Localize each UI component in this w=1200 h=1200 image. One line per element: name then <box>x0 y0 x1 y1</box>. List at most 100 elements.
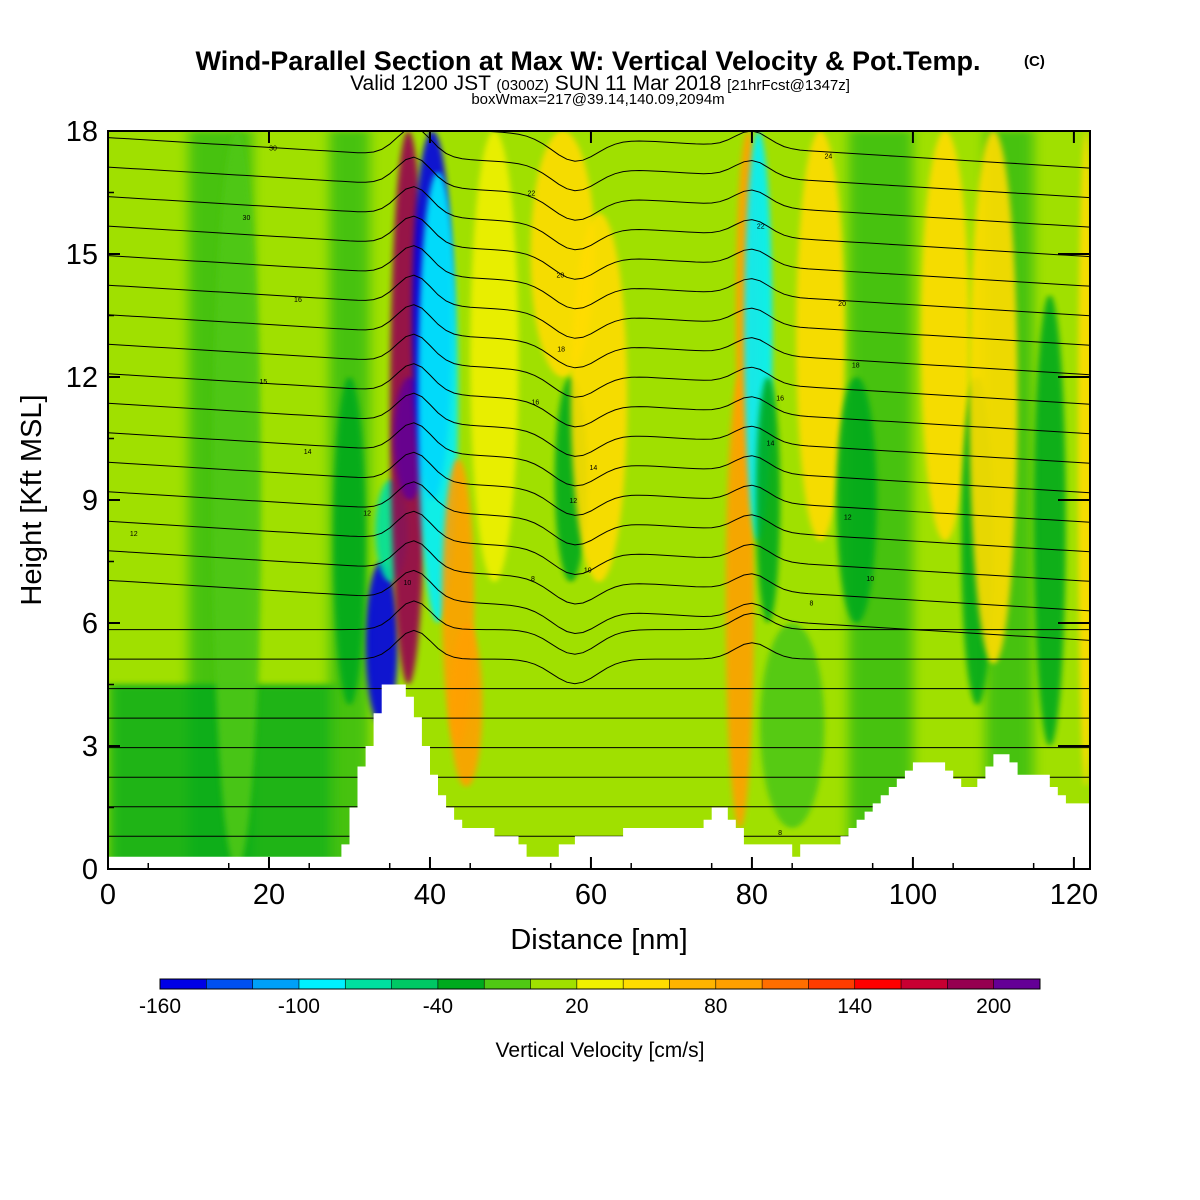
x-axis: 0 20 40 60 80 100 120 <box>100 131 1098 911</box>
x-tick-label: 120 <box>1050 879 1098 911</box>
theta-contour <box>108 629 1090 685</box>
theta-contour <box>108 245 1090 317</box>
colorbar-swatch <box>298 979 346 989</box>
colorbar-swatch <box>808 979 856 989</box>
y-tick-label: 0 <box>82 854 98 886</box>
colorbar-swatch <box>206 979 254 989</box>
plume <box>755 377 781 623</box>
colorbar-tick-label: -100 <box>278 995 320 1018</box>
colorbar-swatch <box>530 979 578 989</box>
theta-contours <box>108 131 1090 837</box>
y-tick-label: 12 <box>66 362 98 394</box>
theta-contour <box>108 304 1090 376</box>
y-axis-label: Height [Kft MSL] <box>16 394 48 605</box>
colorbar-tick-label: 140 <box>837 995 872 1018</box>
theta-contour <box>108 600 1090 655</box>
y-axis: 0 3 6 9 12 15 18 <box>66 116 1090 886</box>
contour-label: 8 <box>810 601 814 608</box>
x-tick-label: 100 <box>889 879 937 911</box>
contour-label: 12 <box>569 498 577 505</box>
theta-contour <box>108 131 1090 199</box>
colorbar-swatch <box>623 979 670 989</box>
contour-label: 8 <box>778 830 782 837</box>
contour-label: 16 <box>294 297 302 304</box>
velocity-plumes <box>212 131 1090 869</box>
theta-contour <box>108 451 1090 523</box>
plume <box>836 377 877 623</box>
y-tick-label: 6 <box>82 608 98 640</box>
plume <box>1033 295 1066 746</box>
contour-label: 15 <box>259 379 267 386</box>
plume <box>796 131 845 541</box>
contour-labels: 30 30 16 15 14 12 12 10 22 20 18 16 14 12 10 8 24 22 20 18 1… <box>130 145 874 837</box>
y-tick-label: 3 <box>82 731 98 763</box>
colorbar-tick-label: 80 <box>704 995 727 1018</box>
colorbar-tick-label: -160 <box>139 995 181 1018</box>
x-tick-label: 40 <box>414 879 446 911</box>
contour-label: 12 <box>130 531 138 538</box>
theta-contour <box>108 422 1090 494</box>
theta-contour <box>475 131 1090 169</box>
contour-label: 24 <box>825 154 833 161</box>
theta-contour <box>108 569 1090 641</box>
colorbar-tick-label: 200 <box>976 995 1011 1018</box>
x-tick-label: 20 <box>253 879 285 911</box>
chart-title-mark: (C) <box>1024 53 1045 70</box>
theta-contour <box>108 510 1090 582</box>
colorbar-frame <box>159 978 1041 990</box>
theta-contour <box>108 215 1090 287</box>
contour-label: 20 <box>556 273 564 280</box>
contour-label: 30 <box>269 145 277 152</box>
chart-subtitle-box: boxWmax=217@39.14,140.09,2094m <box>471 91 724 108</box>
contour-label: 14 <box>767 441 775 448</box>
x-tick-label: 0 <box>100 879 116 911</box>
colorbar-swatch <box>160 979 207 989</box>
contour-label: 30 <box>243 215 251 222</box>
theta-contour <box>108 392 1090 464</box>
subtitle-utc: (0300Z) <box>496 77 549 94</box>
theta-contour <box>108 186 1090 258</box>
colorbar-swatch <box>669 979 717 989</box>
x-tick-label: 80 <box>736 879 768 911</box>
contour-label: 16 <box>776 396 784 403</box>
theta-contour <box>108 540 1090 612</box>
colorbar-swatch <box>762 979 809 989</box>
x-tick-label: 60 <box>575 879 607 911</box>
terrain <box>108 684 1090 869</box>
plume <box>470 131 519 582</box>
plume <box>969 131 1018 664</box>
colorbar-swatch <box>993 979 1041 989</box>
theta-contour <box>108 274 1090 346</box>
colorbar-swatch <box>345 979 393 989</box>
colorbar-tick-label: -40 <box>423 995 453 1018</box>
colorbar-swatch <box>576 979 624 989</box>
colorbar-swatch <box>715 979 763 989</box>
contour-label: 14 <box>589 465 597 472</box>
chart-title: Wind-Parallel Section at Max W: Vertical… <box>196 46 981 76</box>
y-tick-label: 15 <box>66 239 98 271</box>
colorbar-swatch <box>484 979 532 989</box>
theta-contour <box>108 363 1090 435</box>
colorbar-swatch <box>391 979 439 989</box>
contour-label: 16 <box>532 400 540 407</box>
contour-label: 20 <box>838 301 846 308</box>
plot-area: 30 30 16 15 14 12 12 10 22 20 18 16 14 12 10 8 24 22 20 18 1… <box>108 131 1090 869</box>
colorbar-swatch <box>947 979 995 989</box>
contour-label: 12 <box>844 514 852 521</box>
subtitle-date: SUN 11 Mar 2018 <box>555 72 722 95</box>
plume <box>333 377 366 705</box>
colorbar-label: Vertical Velocity [cm/s] <box>496 1039 705 1062</box>
colorbar-swatch <box>901 979 948 989</box>
contour-label: 14 <box>304 449 312 456</box>
contour-label: 22 <box>527 191 535 198</box>
contour-label: 10 <box>584 568 592 575</box>
subtitle-valid: Valid 1200 JST <box>350 72 491 95</box>
colorbar-swatch <box>252 979 300 989</box>
contour-label: 18 <box>852 363 860 370</box>
x-axis-label: Distance [nm] <box>510 924 687 956</box>
contour-label: 8 <box>531 576 535 583</box>
colorbar-swatch <box>854 979 902 989</box>
colorbar-swatch <box>437 979 485 989</box>
contour-label: 12 <box>363 510 371 517</box>
